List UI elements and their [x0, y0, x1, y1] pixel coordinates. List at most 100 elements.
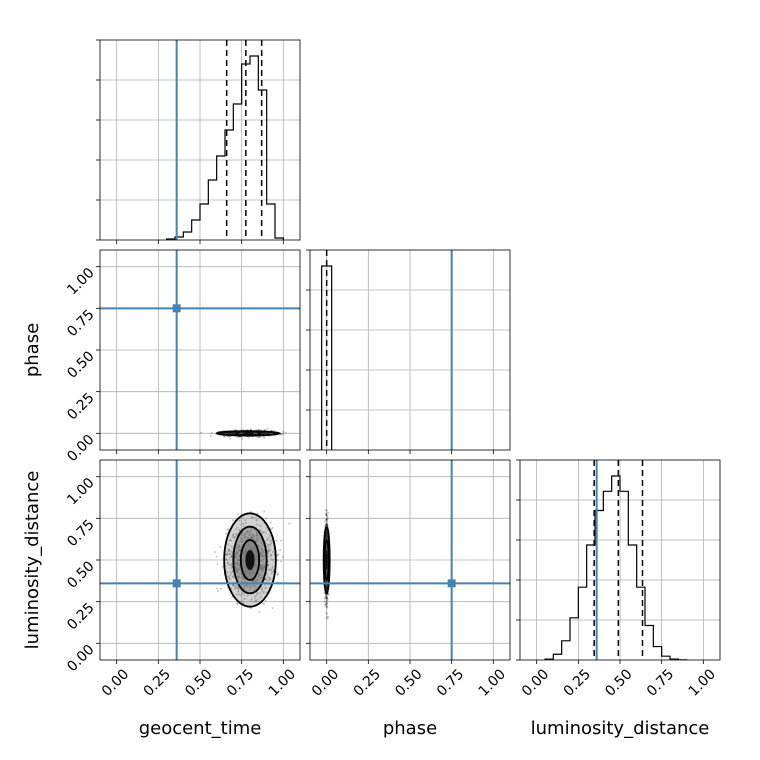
sample-point	[268, 576, 271, 579]
sample-point	[324, 520, 327, 523]
sample-point	[271, 567, 274, 570]
sample-point	[230, 539, 233, 542]
sample-point	[260, 432, 263, 435]
sample-point	[326, 612, 329, 615]
sample-point	[271, 550, 274, 553]
sample-point	[282, 430, 285, 433]
sample-point	[263, 432, 266, 435]
sample-point	[219, 587, 222, 590]
sample-point	[264, 587, 267, 590]
sample-point	[240, 523, 243, 526]
y-tick-label: 1.00	[64, 475, 97, 508]
sample-point	[200, 431, 203, 434]
sample-point	[266, 539, 269, 542]
sample-point	[266, 543, 269, 546]
sample-point	[266, 537, 269, 540]
sample-point	[246, 595, 249, 598]
sample-point	[263, 432, 266, 435]
sample-point	[263, 432, 266, 435]
sample-point	[234, 587, 237, 590]
sample-point	[265, 526, 268, 529]
sample-point	[230, 572, 233, 575]
hist-panel-phase	[310, 250, 510, 450]
sample-point	[326, 606, 329, 609]
sample-point	[216, 589, 219, 592]
sample-point	[234, 535, 237, 538]
sample-point	[325, 534, 328, 537]
sample-point	[260, 588, 263, 591]
truth-marker	[447, 579, 456, 588]
sample-point	[325, 587, 328, 590]
sample-point	[324, 594, 327, 597]
sample-point	[325, 531, 328, 534]
sample-point	[231, 571, 234, 574]
sample-point	[267, 550, 270, 553]
y-tick-label: 0.50	[64, 558, 97, 591]
sample-point	[216, 587, 219, 590]
sample-point	[325, 536, 328, 539]
sample-point	[235, 593, 238, 596]
sample-point	[324, 596, 327, 599]
sample-point	[325, 533, 328, 536]
sample-point	[255, 519, 258, 522]
sample-point	[326, 535, 329, 538]
sample-point	[325, 580, 328, 583]
sample-point	[228, 553, 231, 556]
sample-point	[280, 539, 283, 542]
sample-point	[267, 537, 270, 540]
contour-middle	[232, 525, 268, 595]
sample-point	[323, 600, 326, 603]
sample-point	[325, 588, 328, 591]
sample-point	[325, 597, 328, 600]
sample-point	[253, 597, 256, 600]
sample-point	[230, 564, 233, 567]
sample-point	[243, 525, 246, 528]
x-tick-label: 0.25	[141, 666, 174, 699]
sample-point	[325, 518, 328, 521]
sample-point	[236, 602, 239, 605]
panel-geocent_time-vs-luminosity_distance	[100, 460, 300, 660]
sample-point	[263, 432, 266, 435]
sample-point	[325, 616, 328, 619]
sample-point	[263, 432, 266, 435]
sample-point	[227, 548, 230, 551]
sample-point	[229, 539, 232, 542]
sample-point	[241, 591, 244, 594]
sample-point	[325, 522, 328, 525]
sample-point	[265, 578, 268, 581]
x-tick-label: 0.75	[434, 666, 467, 699]
sample-point	[270, 553, 273, 556]
sample-point	[325, 524, 328, 527]
sample-point	[325, 530, 328, 533]
contour-inner	[239, 539, 261, 581]
sample-point	[324, 603, 327, 606]
sample-point	[256, 435, 259, 438]
sample-point	[231, 432, 234, 435]
sample-point	[243, 594, 246, 597]
sample-point	[272, 558, 275, 561]
sample-point	[242, 592, 245, 595]
sample-point	[261, 532, 264, 535]
sample-point	[325, 599, 328, 602]
sample-point	[230, 555, 233, 558]
sample-point	[325, 535, 328, 538]
sample-point	[326, 523, 329, 526]
sample-point	[232, 432, 235, 435]
y-tick-label: 0.75	[64, 517, 97, 550]
sample-point	[325, 533, 328, 536]
sample-point	[270, 553, 273, 556]
sample-point	[215, 555, 218, 558]
density-core	[245, 550, 255, 570]
sample-point	[240, 600, 243, 603]
sample-point	[226, 571, 229, 574]
sample-point	[269, 543, 272, 546]
sample-point	[235, 534, 238, 537]
sample-point	[282, 432, 285, 435]
sample-point	[325, 603, 328, 606]
sample-point	[324, 580, 327, 583]
sample-point	[326, 535, 329, 538]
sample-point	[265, 432, 268, 435]
sample-point	[259, 592, 262, 595]
sample-point	[325, 535, 328, 538]
sample-point	[268, 579, 271, 582]
